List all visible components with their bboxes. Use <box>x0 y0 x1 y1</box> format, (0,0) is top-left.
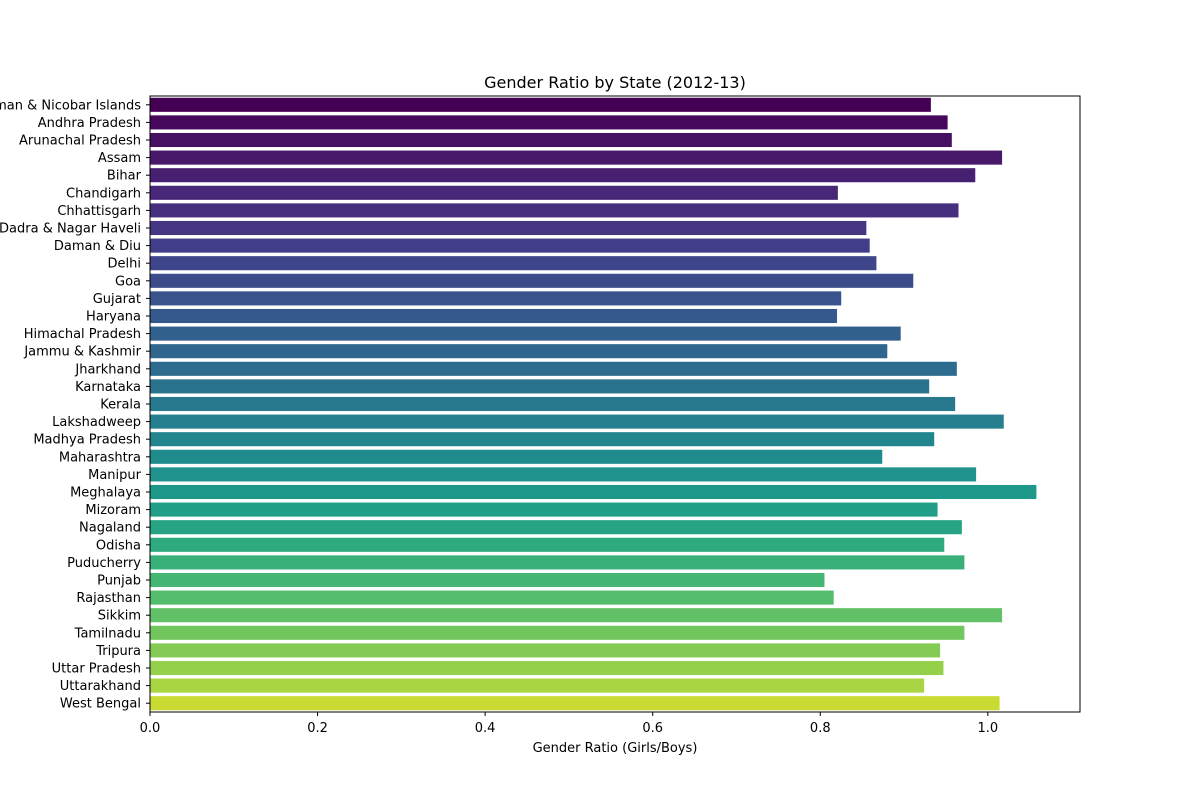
y-tick-label-mizoram: Mizoram <box>85 503 141 518</box>
x-tick-label: 0.0 <box>140 721 161 736</box>
bar-punjab <box>150 572 825 588</box>
bar-sikkim <box>150 608 1003 623</box>
y-tick-label-odisha: Odisha <box>96 538 141 553</box>
x-tick-label: 0.4 <box>475 721 496 736</box>
bar-karnataka <box>150 379 930 394</box>
y-tick-label-bihar: Bihar <box>107 169 142 184</box>
x-tick-label: 0.2 <box>307 721 328 736</box>
plot-area-frame <box>149 95 1081 713</box>
x-tick-label: 1.0 <box>977 721 998 736</box>
bar-puducherry <box>150 555 965 570</box>
y-tick-label-lakshadweep: Lakshadweep <box>52 415 141 430</box>
bar-himachal-pradesh <box>150 326 901 341</box>
y-tick-label-maharashtra: Maharashtra <box>59 450 141 465</box>
bar-odisha <box>150 537 945 552</box>
y-tick-label-madhya-pradesh: Madhya Pradesh <box>33 433 141 448</box>
y-tick-label-meghalaya: Meghalaya <box>70 486 141 501</box>
y-tick-label-daman-and-diu: Daman & Diu <box>54 239 141 254</box>
bar-assam <box>150 150 1003 165</box>
bar-jammu-and-kashmir <box>150 344 888 359</box>
y-tick-label-punjab: Punjab <box>97 574 141 589</box>
bar-kerala <box>150 396 956 412</box>
y-tick-label-andaman-and-nicobar-islands: Andaman & Nicobar Islands <box>0 98 141 113</box>
bar-daman-and-diu <box>150 238 870 253</box>
y-tick-label-west-bengal: West Bengal <box>60 697 141 712</box>
y-tick-label-goa: Goa <box>115 274 141 289</box>
y-tick-label-dadra-and-nagar-haveli: Dadra & Nagar Haveli <box>0 222 141 237</box>
y-tick-label-andhra-pradesh: Andhra Pradesh <box>38 116 141 131</box>
y-tick-label-sikkim: Sikkim <box>98 609 141 624</box>
y-tick-label-uttar-pradesh: Uttar Pradesh <box>52 662 141 677</box>
y-tick-label-tripura: Tripura <box>95 644 141 659</box>
y-tick-label-uttarakhand: Uttarakhand <box>60 679 141 694</box>
y-tick-label-rajasthan: Rajasthan <box>76 591 141 606</box>
y-tick-label-kerala: Kerala <box>100 398 141 413</box>
bar-lakshadweep <box>150 414 1004 429</box>
bar-series <box>146 97 1037 711</box>
bar-arunachal-pradesh <box>150 132 952 148</box>
bar-delhi <box>150 256 877 271</box>
bar-tamilnadu <box>150 625 965 640</box>
bar-mizoram <box>150 502 938 517</box>
bar-haryana <box>150 308 838 324</box>
bar-maharashtra <box>150 449 883 464</box>
x-axis-label: Gender Ratio (Girls/Boys) <box>533 741 698 756</box>
y-tick-label-assam: Assam <box>98 151 141 166</box>
y-tick-label-delhi: Delhi <box>108 257 141 272</box>
bar-nagaland <box>150 520 962 535</box>
y-tick-label-jharkhand: Jharkhand <box>74 362 141 377</box>
y-tick-label-nagaland: Nagaland <box>79 521 141 536</box>
x-axis-ticks: 0.0 0.2 0.4 0.6 0.8 1.0 <box>140 712 998 736</box>
y-tick-label-jammu-and-kashmir: Jammu & Kashmir <box>23 345 141 360</box>
y-axis-tick-labels: Andaman & Nicobar Islands Andhra Pradesh A… <box>0 98 142 711</box>
x-tick-label: 0.6 <box>642 721 663 736</box>
x-tick-label: 0.8 <box>810 721 831 736</box>
bar-gujarat <box>150 291 842 306</box>
y-tick-label-arunachal-pradesh: Arunachal Pradesh <box>19 134 141 149</box>
bar-bihar <box>150 168 976 183</box>
y-tick-label-gujarat: Gujarat <box>93 292 141 307</box>
y-tick-label-chandigarh: Chandigarh <box>66 186 141 201</box>
bar-tripura <box>150 643 941 658</box>
y-tick-label-karnataka: Karnataka <box>75 380 141 395</box>
bar-manipur <box>150 467 977 482</box>
bar-goa <box>150 273 914 288</box>
bar-jharkhand <box>150 361 957 376</box>
bar-meghalaya <box>150 484 1037 500</box>
y-tick-label-manipur: Manipur <box>88 468 142 483</box>
bar-uttar-pradesh <box>150 660 944 676</box>
bar-chandigarh <box>150 185 838 200</box>
bar-andaman-and-nicobar-islands <box>150 97 931 112</box>
bar-andhra-pradesh <box>150 115 948 130</box>
bar-rajasthan <box>150 590 834 605</box>
chart-title: Gender Ratio by State (2012-13) <box>484 73 746 92</box>
y-tick-label-tamilnadu: Tamilnadu <box>74 626 141 641</box>
bar-west-bengal <box>150 696 1000 711</box>
bar-dadra-and-nagar-haveli <box>150 220 867 236</box>
y-tick-label-chhattisgarh: Chhattisgarh <box>57 204 141 219</box>
bar-madhya-pradesh <box>150 432 935 447</box>
y-tick-label-haryana: Haryana <box>86 310 141 325</box>
bar-chhattisgarh <box>150 203 959 218</box>
y-tick-label-himachal-pradesh: Himachal Pradesh <box>24 327 141 342</box>
bar-uttarakhand <box>150 678 925 693</box>
y-tick-label-puducherry: Puducherry <box>67 556 141 571</box>
